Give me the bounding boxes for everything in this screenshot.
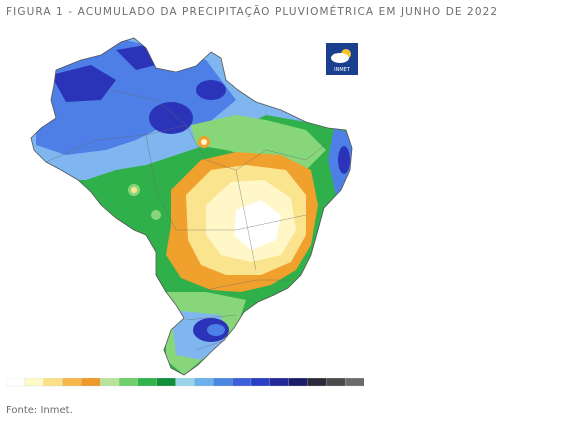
logo-label: INMET [334, 67, 351, 73]
legend-swatch [81, 378, 101, 387]
legend-swatch [213, 378, 233, 387]
inmet-logo: INMET [326, 43, 358, 75]
legend-swatch [118, 378, 139, 387]
brazil-outline [30, 37, 353, 376]
legend-swatch [250, 378, 271, 387]
figure-title: FIGURA 1 - ACUMULADO DA PRECIPITAÇÃO PLU… [6, 6, 499, 18]
legend-swatch [43, 378, 63, 387]
legend-swatch [100, 378, 120, 387]
precipitation-legend [6, 378, 364, 387]
legend-swatch [288, 378, 308, 387]
figure-source: Fonte: Inmet. [6, 405, 73, 416]
legend-swatch [24, 378, 45, 387]
legend-swatch [6, 378, 26, 387]
weather-cloud-sun-icon [331, 49, 351, 63]
precipitation-map [6, 30, 364, 390]
legend-swatch [137, 378, 158, 387]
legend-swatch [326, 378, 346, 387]
legend-swatch [194, 378, 214, 387]
legend-swatch [231, 378, 252, 387]
legend-swatch [345, 378, 364, 387]
legend-swatch [62, 378, 82, 387]
state-borders [45, 89, 332, 351]
legend-swatch [307, 378, 327, 387]
legend-swatch [156, 378, 177, 387]
legend-swatch [269, 378, 290, 387]
legend-swatch [175, 378, 195, 387]
